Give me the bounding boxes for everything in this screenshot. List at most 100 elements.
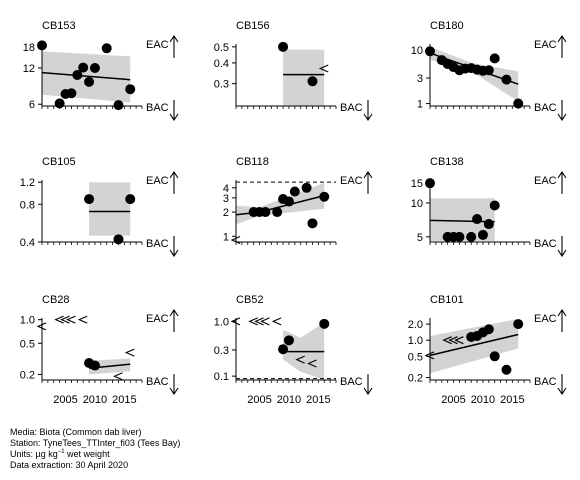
less-than-marker — [254, 317, 264, 326]
y-tick-label: 1.0 — [408, 335, 423, 347]
eac-arrow-up — [363, 171, 373, 194]
bac-arrow-down — [363, 374, 373, 395]
panel-title: CB156 — [236, 20, 270, 32]
eac-label: EAC — [146, 175, 169, 187]
data-point — [501, 364, 512, 375]
less-than-marker — [318, 64, 329, 73]
x-tick-label: 2005 — [441, 394, 465, 406]
y-tick-label: 15 — [411, 178, 423, 190]
footer-extraction: Data extraction: 30 April 2020 — [10, 460, 129, 470]
data-point — [113, 100, 124, 111]
data-point — [66, 88, 77, 99]
less-than-marker — [260, 317, 270, 326]
trend-line — [429, 333, 519, 357]
eac-arrow-up — [557, 309, 567, 332]
less-than-marker — [113, 372, 123, 381]
panel-cb118: CB118 1 2 34 EAC — [223, 156, 373, 245]
y-tick-label: 1 — [417, 99, 423, 111]
x-tick-label: 2010 — [471, 394, 495, 406]
bac-label: BAC — [146, 238, 169, 250]
footer-units: Units: µg kg−1 wet weight — [10, 449, 180, 460]
eac-arrow-up — [169, 171, 179, 194]
less-than-marker — [248, 317, 258, 326]
bac-arrow-down — [557, 236, 567, 257]
data-point — [283, 335, 294, 346]
eac-label: EAC — [146, 313, 169, 325]
panel-cb52: CB52 0.1 0.3 1.0 2005 2010 2015 BAC — [214, 294, 373, 406]
panel-title: CB101 — [430, 294, 464, 306]
data-point — [289, 186, 300, 197]
panel-cb28: CB28 0.2 0.5 1.0 2005 2010 2015 EAC BAC — [20, 294, 179, 406]
x-tick-label: 2015 — [112, 394, 136, 406]
less-than-marker — [295, 355, 305, 364]
less-than-marker — [66, 315, 76, 324]
eac-label: EAC — [146, 39, 169, 51]
footer-units-suffix: wet weight — [64, 449, 110, 459]
bac-label: BAC — [146, 102, 169, 114]
y-tick-label: 0.5 — [408, 351, 423, 363]
data-point — [307, 76, 318, 87]
data-point — [272, 207, 283, 218]
confidence-band — [430, 318, 519, 374]
less-than-marker — [448, 336, 458, 345]
less-than-marker — [54, 315, 64, 324]
less-than-marker — [77, 315, 88, 324]
panel-cb105: CB105 0.4 0.8 1.2 EAC BAC — [20, 156, 179, 257]
footer-units-prefix: Units: µg kg — [10, 449, 58, 459]
data-point — [84, 76, 95, 87]
data-point — [301, 182, 312, 193]
data-point — [72, 69, 83, 80]
less-than-marker — [36, 322, 47, 331]
x-tick-label: 2015 — [500, 394, 524, 406]
y-tick-label: 0.3 — [214, 79, 229, 91]
y-tick-label: 3 — [417, 73, 423, 85]
data-point — [283, 196, 294, 207]
panel-title: CB105 — [42, 156, 76, 168]
x-tick-label: 2005 — [247, 394, 271, 406]
data-point — [489, 53, 500, 64]
less-than-marker — [60, 315, 70, 324]
bac-arrow-down — [169, 100, 179, 121]
less-than-marker — [124, 348, 135, 357]
eac-label: EAC — [534, 313, 557, 325]
y-tick-label: 10 — [411, 45, 423, 57]
data-point — [78, 62, 89, 73]
data-point — [501, 74, 512, 85]
panel-cb180: CB180 1 3 10 EAC BAC — [411, 20, 567, 121]
y-tick-label: 4 — [223, 183, 229, 195]
y-tick-label: 0.4 — [20, 237, 35, 249]
bac-arrow-down — [169, 236, 179, 257]
y-tick-label: 2.0 — [408, 319, 423, 331]
data-point — [84, 194, 95, 205]
y-tick-label: 3 — [223, 193, 229, 205]
footer-station: Station: TyneTees_TTInter_fi03 (Tees Bay… — [10, 438, 181, 448]
confidence-band — [430, 198, 495, 241]
panel-title: CB138 — [430, 156, 464, 168]
data-point — [513, 319, 524, 330]
footer: Media: Biota (Common dab liver) Station:… — [10, 427, 180, 471]
data-point — [472, 214, 483, 225]
y-tick-label: 0.1 — [214, 371, 229, 383]
data-point — [466, 231, 477, 242]
less-than-marker — [454, 336, 464, 345]
data-point — [125, 194, 136, 205]
bac-label: BAC — [340, 376, 363, 388]
panel-title: CB153 — [42, 20, 76, 32]
footer-units-exponent: −1 — [57, 449, 65, 455]
y-tick-label: 1 — [223, 231, 229, 243]
data-point — [260, 207, 271, 218]
bac-arrow-down — [169, 374, 179, 395]
y-tick-label: 0.2 — [408, 373, 423, 385]
panel-title: CB52 — [236, 294, 264, 306]
bac-label: BAC — [534, 102, 557, 114]
data-point — [489, 351, 500, 362]
y-tick-label: 6 — [29, 99, 35, 111]
trend-line — [41, 71, 131, 81]
data-point — [483, 324, 494, 335]
data-point — [454, 231, 465, 242]
x-tick-label: 2005 — [53, 394, 77, 406]
eac-label: EAC — [340, 175, 363, 187]
data-point — [89, 63, 100, 74]
y-tick-label: 5 — [417, 232, 423, 244]
